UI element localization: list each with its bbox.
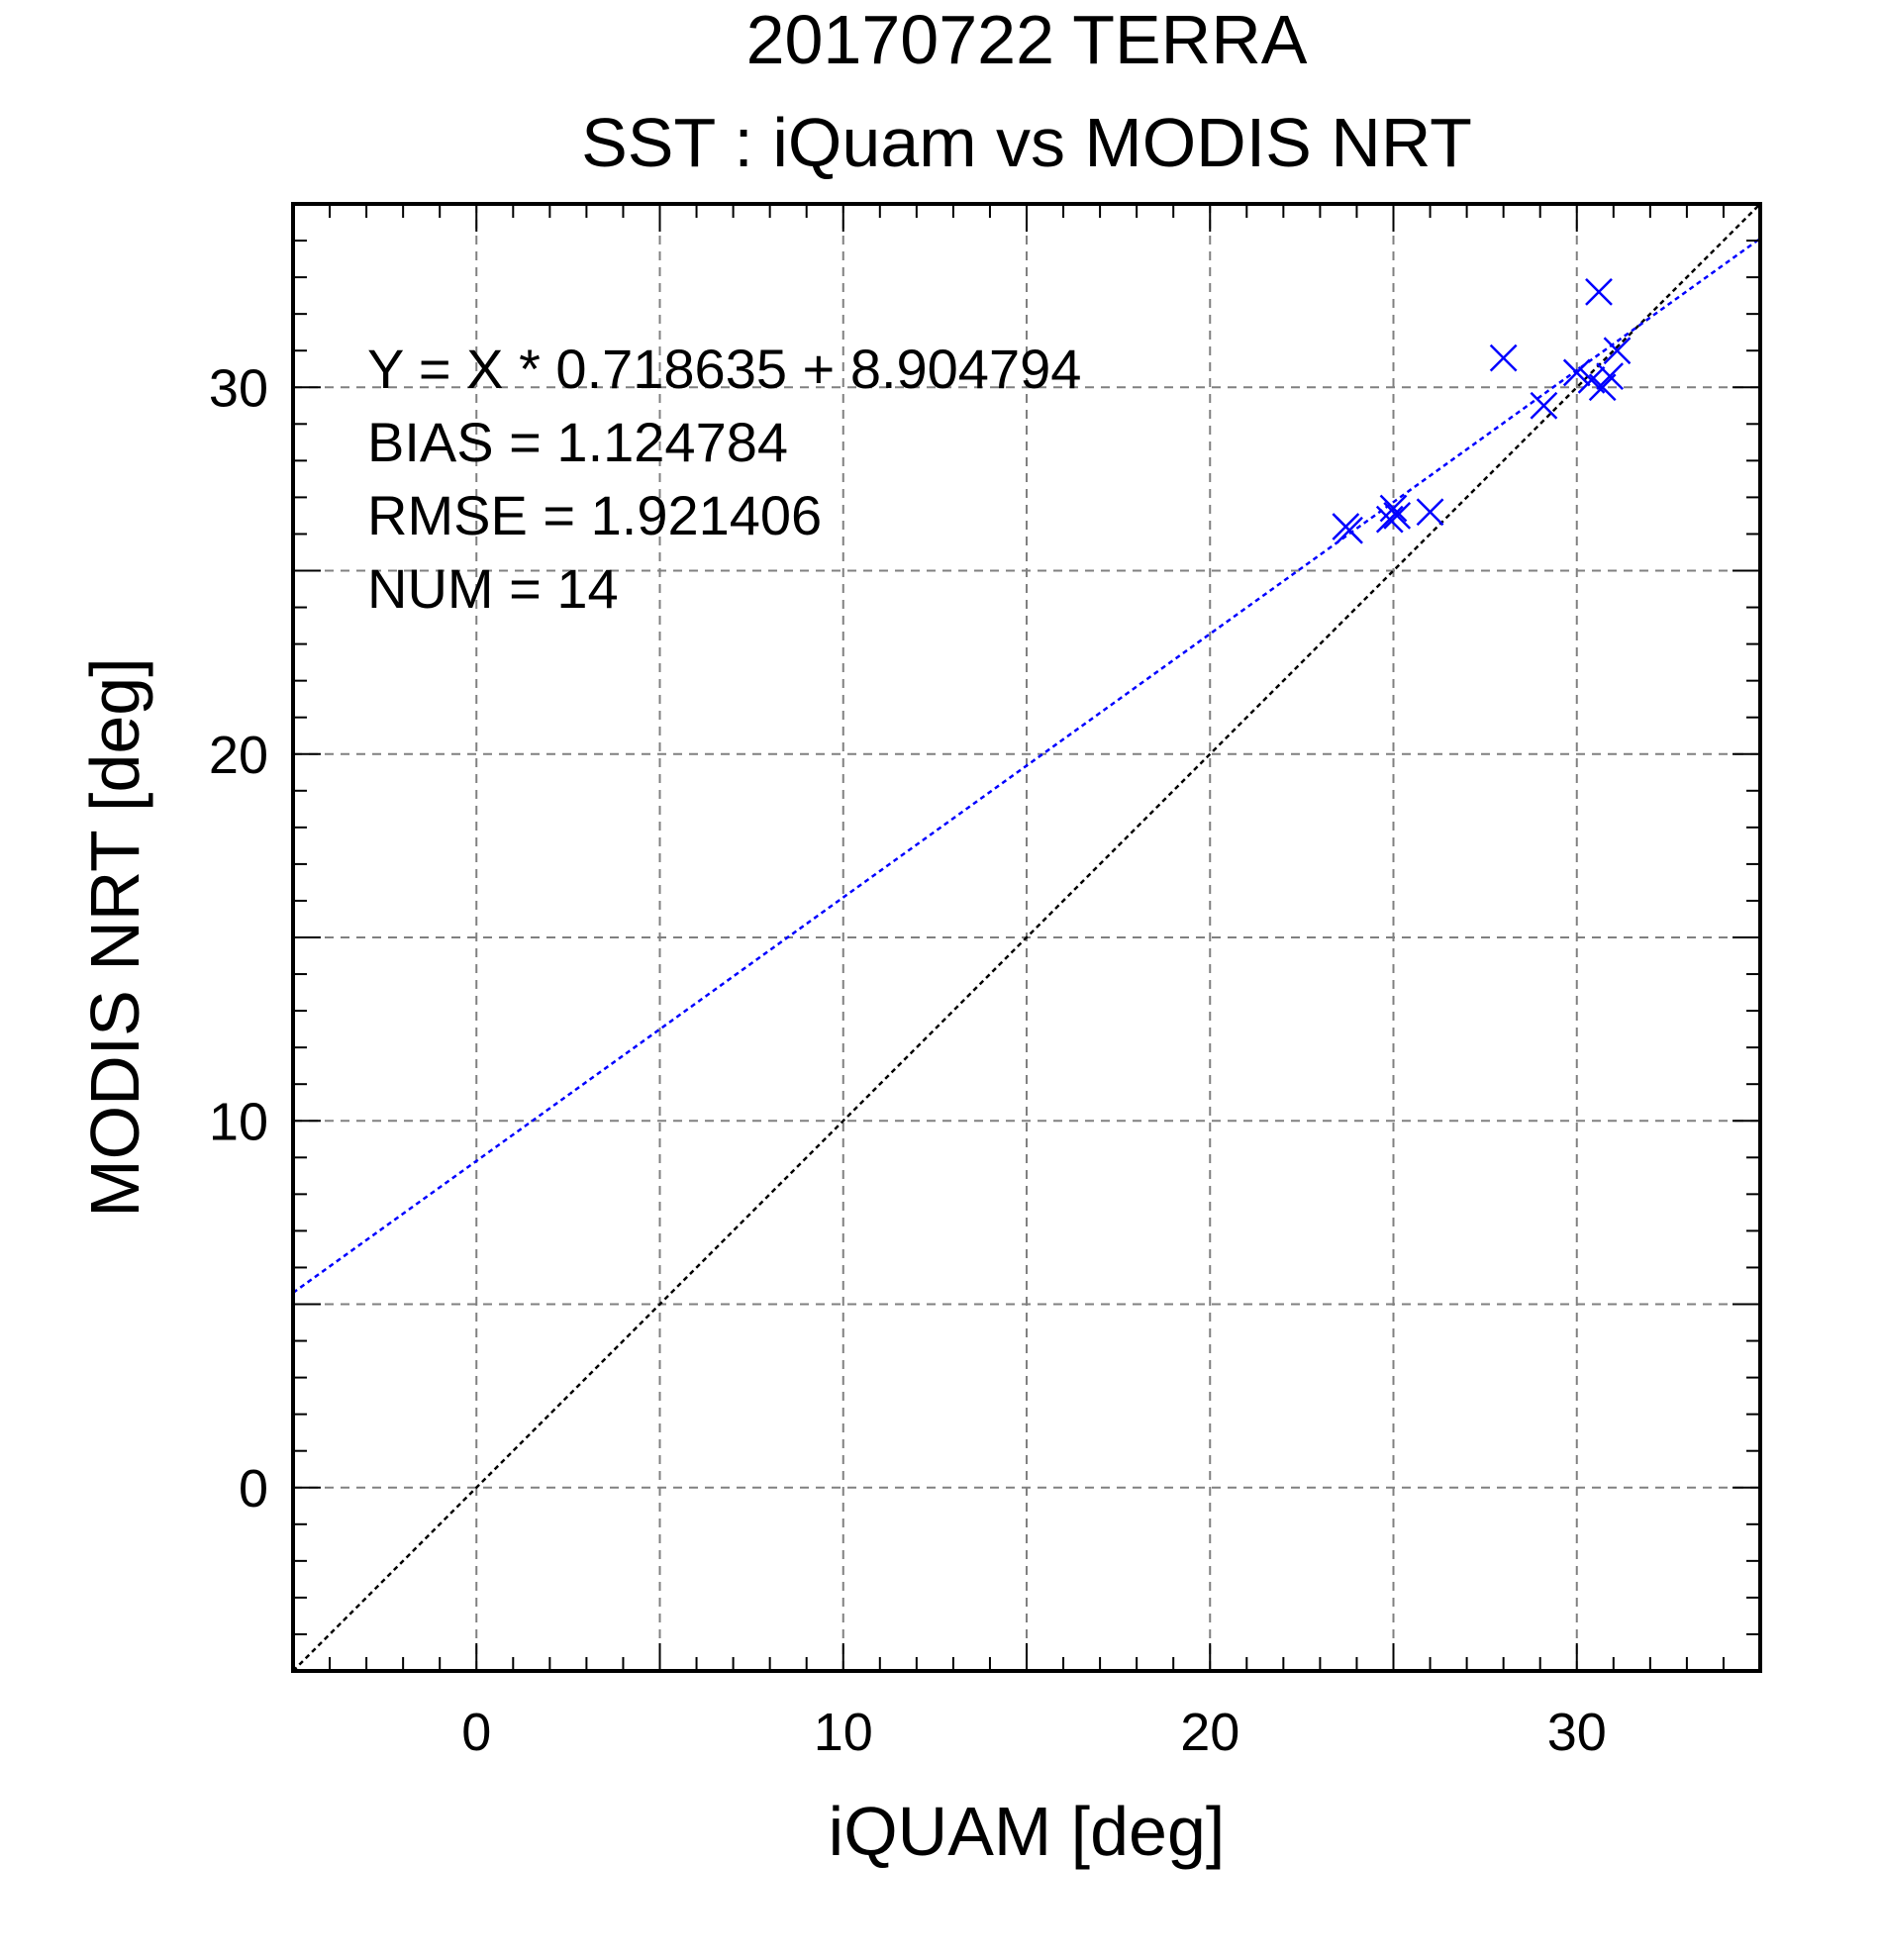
x-tick-label: 10	[814, 1703, 873, 1762]
sample-count: NUM = 14	[367, 557, 619, 620]
data-point	[1375, 505, 1404, 534]
data-point	[1530, 391, 1558, 420]
y-tick-label: 0	[239, 1459, 268, 1519]
data-point	[1379, 494, 1408, 523]
data-point	[1416, 498, 1444, 527]
data-points	[1332, 278, 1632, 544]
bias-value: BIAS = 1.124784	[367, 411, 788, 473]
chart-title: 20170722 TERRA	[746, 1, 1308, 78]
data-point-stroke	[1603, 337, 1632, 365]
rmse-value: RMSE = 1.921406	[367, 484, 822, 546]
y-axis-label: MODIS NRT [deg]	[76, 657, 153, 1217]
x-axis-label: iQUAM [deg]	[829, 1793, 1226, 1870]
lines-layer	[293, 204, 1760, 1671]
regression-equation: Y = X * 0.718635 + 8.904794	[367, 338, 1081, 400]
data-point	[1585, 278, 1613, 306]
data-point	[1489, 343, 1518, 372]
data-point-stroke	[1416, 498, 1444, 527]
y-tick-label: 10	[209, 1092, 268, 1151]
data-point-stroke	[1577, 365, 1606, 394]
x-tick-label: 30	[1547, 1703, 1607, 1762]
data-point	[1603, 337, 1632, 365]
chart-subtitle: SST : iQuam vs MODIS NRT	[581, 104, 1472, 181]
data-point	[1336, 516, 1363, 544]
data-point-stroke	[1336, 516, 1363, 544]
data-point-stroke	[1379, 494, 1408, 523]
y-tick-label: 30	[209, 358, 268, 418]
data-point	[1596, 362, 1624, 391]
data-point-stroke	[1489, 343, 1518, 372]
x-tick-label: 0	[461, 1703, 491, 1762]
data-point-stroke	[1530, 391, 1558, 420]
regression-line	[293, 237, 1760, 1294]
data-point-stroke	[1375, 505, 1404, 534]
data-point-stroke	[1562, 358, 1591, 387]
data-point	[1562, 358, 1591, 387]
plot-frame	[291, 202, 1762, 1673]
axis-ticks: 0 10 20 30 0 10 20 30	[209, 204, 1760, 1762]
y-tick-label: 20	[209, 726, 268, 785]
data-point-stroke	[1585, 278, 1613, 306]
x-tick-label: 20	[1180, 1703, 1239, 1762]
statistics-annotation: Y = X * 0.718635 + 8.904794 BIAS = 1.124…	[367, 338, 1081, 620]
data-point-stroke	[1383, 502, 1412, 530]
reference-line	[293, 204, 1760, 1671]
grid-lines	[293, 204, 1760, 1671]
data-point	[1383, 502, 1412, 530]
data-point-stroke	[1596, 362, 1624, 391]
